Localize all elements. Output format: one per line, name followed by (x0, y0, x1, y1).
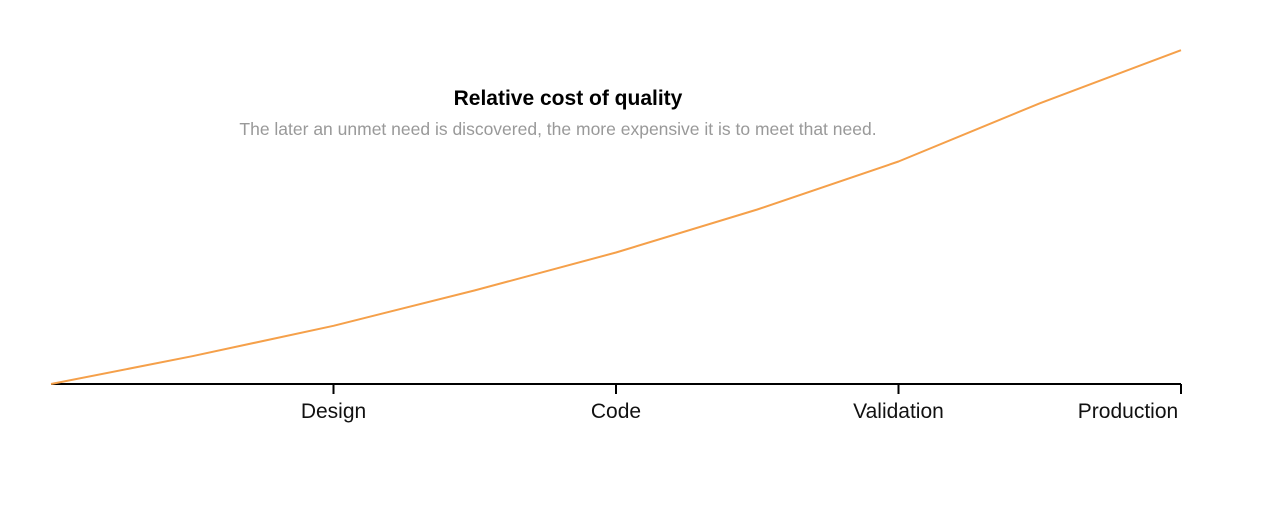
chart-title: Relative cost of quality (454, 87, 683, 110)
x-tick-label: Validation (853, 400, 944, 423)
x-tick-label: Design (301, 400, 366, 423)
x-tick-label: Code (591, 400, 641, 423)
x-axis-ticks: Design Code Validation Production (301, 384, 1182, 423)
x-tick-label: Production (1078, 400, 1178, 423)
cost-line-series (50, 49, 1182, 385)
cost-line (50, 49, 1182, 385)
chart-subtitle: The later an unmet need is discovered, t… (239, 119, 876, 139)
